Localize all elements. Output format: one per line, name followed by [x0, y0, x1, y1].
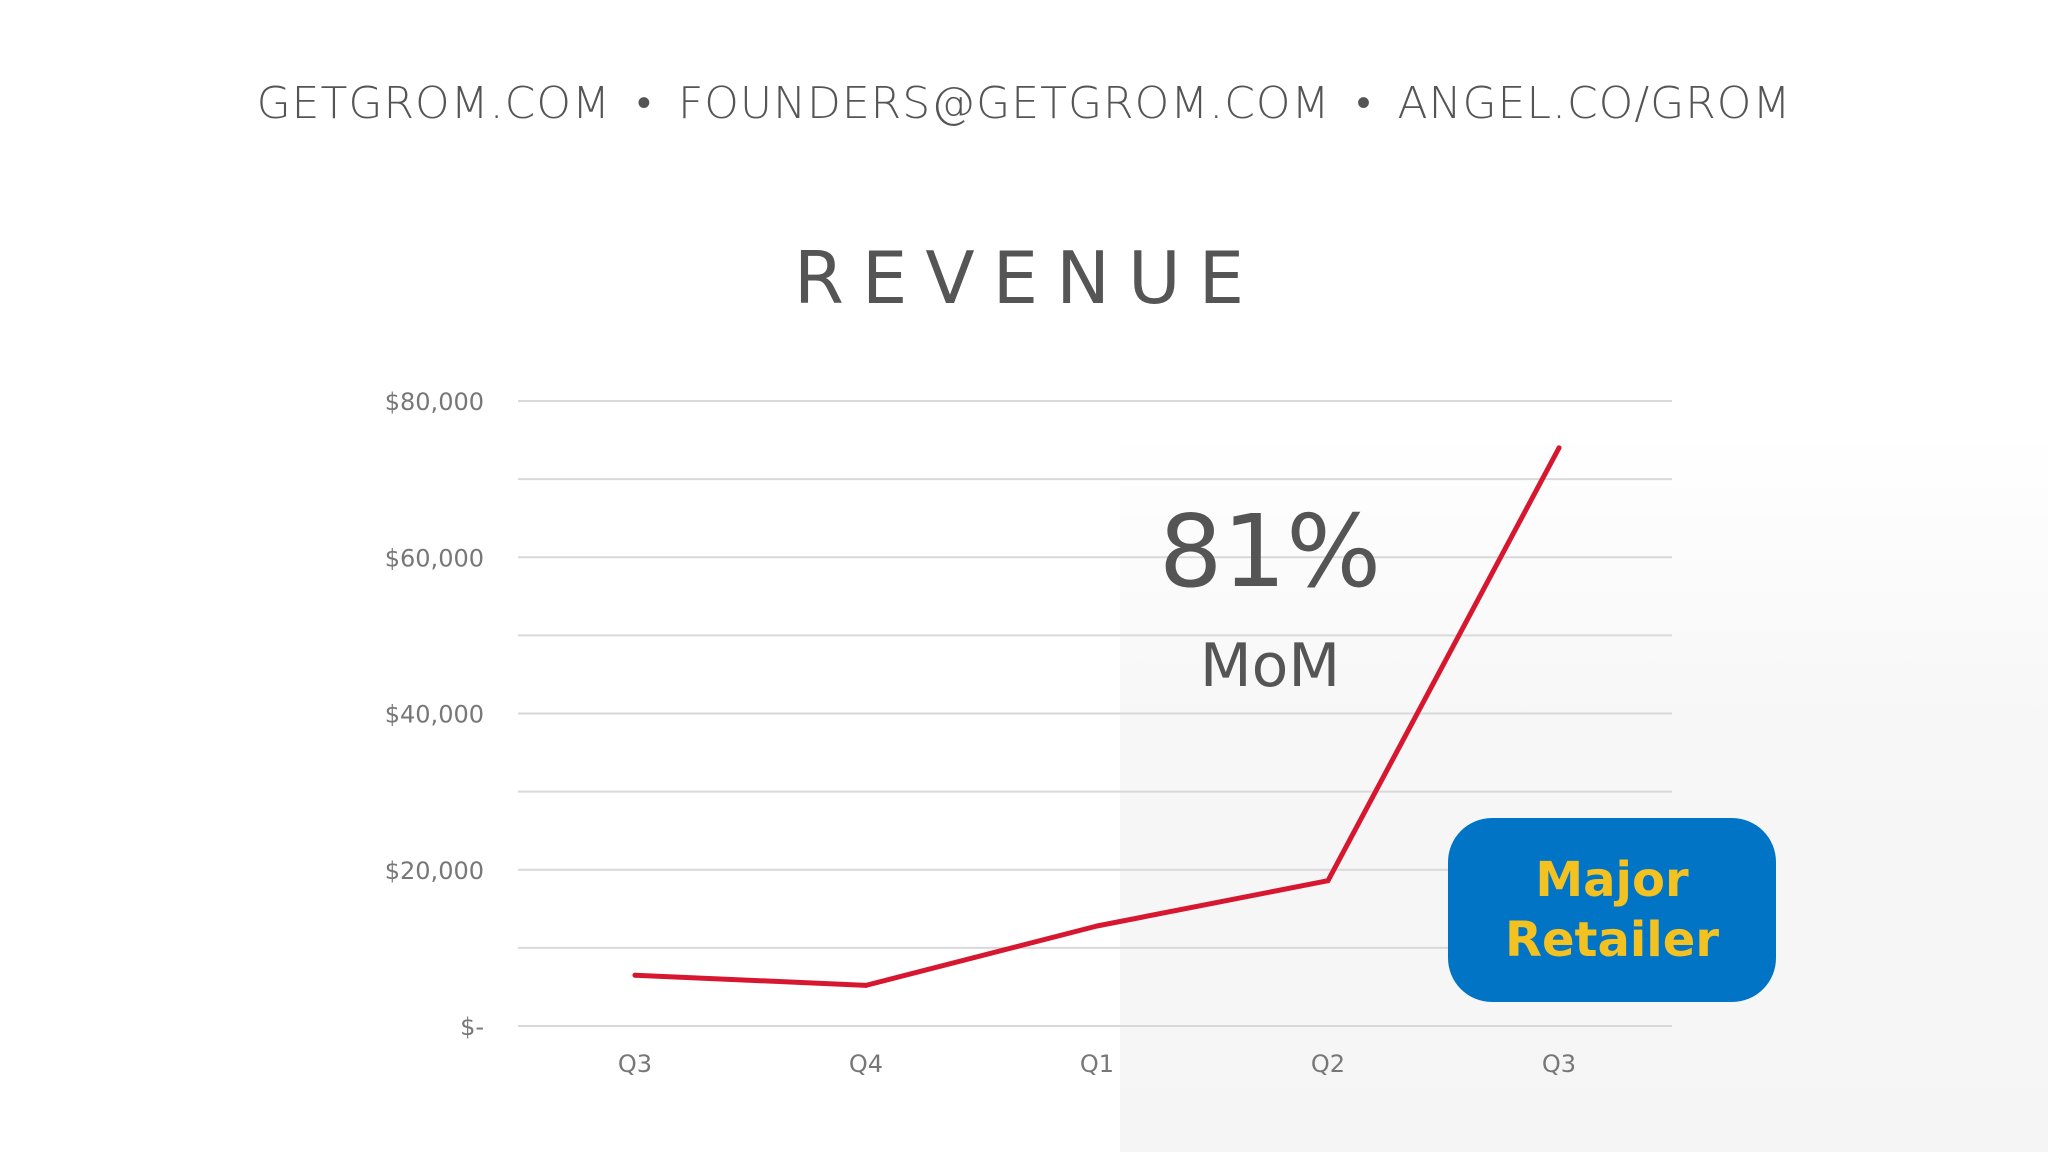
growth-period-label: MoM — [1199, 631, 1341, 701]
x-tick-label: Q4 — [849, 1050, 883, 1078]
x-tick-label: Q3 — [1542, 1050, 1576, 1078]
contact-header: GETGROM.COM • FOUNDERS@GETGROM.COM • ANGEL.C… — [0, 78, 2048, 129]
x-tick-label: Q2 — [1311, 1050, 1345, 1078]
email-text: FOUNDERS@GETGROM.COM — [677, 78, 1331, 129]
x-tick-label: Q3 — [618, 1050, 652, 1078]
revenue-data-point — [863, 982, 869, 988]
slide-title: REVENUE — [793, 236, 1263, 320]
y-tick-label: $60,000 — [385, 544, 484, 572]
major-retailer-callout: Major Retailer — [1448, 818, 1776, 1002]
separator-dot: • — [636, 80, 652, 126]
y-tick-label: $80,000 — [385, 388, 484, 416]
y-tick-label: $20,000 — [385, 857, 484, 885]
growth-percentage: 81% — [1158, 493, 1382, 610]
revenue-data-point — [1325, 878, 1331, 884]
revenue-data-point — [632, 972, 638, 978]
y-tick-label: $40,000 — [385, 701, 484, 729]
callout-line-1: Major — [1535, 852, 1689, 908]
angel-link-text: ANGEL.CO/GROM — [1397, 78, 1792, 129]
callout-line-2: Retailer — [1505, 912, 1719, 968]
y-tick-label: $- — [460, 1013, 484, 1041]
revenue-series-line — [632, 445, 1562, 988]
revenue-data-point — [1094, 923, 1100, 929]
separator-dot: • — [1356, 80, 1372, 126]
revenue-data-point — [1556, 445, 1562, 451]
website-text: GETGROM.COM — [256, 78, 611, 129]
x-tick-label: Q1 — [1080, 1050, 1114, 1078]
